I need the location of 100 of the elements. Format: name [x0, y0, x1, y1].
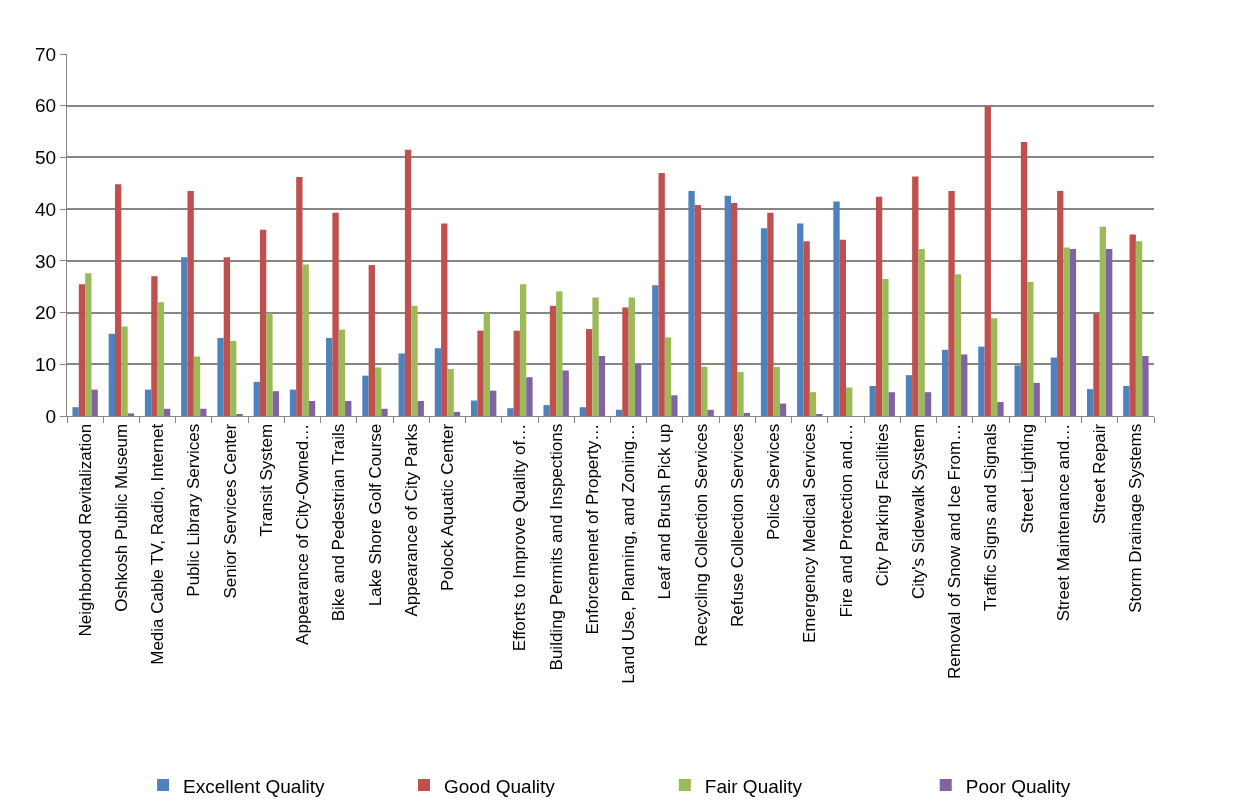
bar: [724, 195, 731, 416]
bar: [326, 337, 333, 416]
x-tick-label: Leaf and Brush Pick up: [655, 423, 675, 600]
legend-label: Good Quality: [443, 775, 556, 797]
bar: [308, 401, 316, 416]
x-tick-label: Street Repair: [1090, 423, 1110, 524]
x-tick-label: Senior Services Center: [220, 423, 240, 599]
x-tick-label: Police Services: [764, 423, 784, 541]
bar: [1014, 365, 1021, 416]
bar: [302, 264, 309, 416]
bar: [362, 375, 369, 416]
bar: [1069, 248, 1077, 416]
bar: [797, 223, 804, 416]
bar: [1142, 356, 1149, 416]
bar: [779, 403, 787, 416]
bar: [990, 318, 998, 416]
bar: [809, 392, 817, 416]
y-tick-label: 60: [35, 95, 57, 117]
bar: [942, 349, 949, 416]
bar: [773, 366, 780, 416]
bar: [230, 341, 237, 416]
bar: [918, 248, 925, 416]
bar: [1135, 241, 1143, 416]
bar: [562, 370, 569, 416]
bar: [549, 305, 557, 416]
bar: [912, 176, 919, 416]
x-tick-label: Building Permits and Inspections: [546, 423, 566, 671]
bar: [579, 407, 587, 416]
bar: [1057, 191, 1064, 416]
bar: [743, 412, 750, 416]
bar: [961, 354, 968, 416]
x-tick-label: Media Cable TV, Radio, Internet: [148, 423, 168, 665]
bar: [381, 408, 388, 416]
bar: [78, 284, 86, 416]
bar: [658, 172, 665, 416]
x-tick-label: Emergency Medical Services: [800, 423, 820, 643]
bar: [1099, 226, 1106, 416]
x-tick-label: Polock Aquatic Center: [437, 423, 457, 592]
bar: [417, 401, 424, 416]
bar: [526, 377, 533, 416]
bar: [954, 274, 962, 416]
bar: [598, 356, 606, 416]
bar: [200, 408, 207, 416]
bar: [374, 367, 382, 416]
x-tick-label: Traffic Signs and Signals: [981, 423, 1001, 611]
bar: [737, 372, 744, 416]
bar: [163, 408, 171, 416]
bar: [398, 353, 405, 416]
bar: [760, 228, 768, 416]
bar: [671, 395, 678, 416]
bar: [404, 149, 412, 416]
bar: [289, 389, 297, 416]
bar: [948, 191, 955, 416]
bar: [447, 368, 454, 416]
bar: [839, 239, 847, 416]
x-tick-label: Lake Shore Golf Course: [365, 423, 385, 607]
bar: [652, 285, 659, 416]
bar: [1093, 313, 1100, 416]
bar: [477, 330, 484, 416]
bar: [91, 389, 98, 416]
bar: [345, 401, 352, 416]
x-tick-label: Oshkosh Public Museum: [111, 423, 131, 612]
bar: [586, 329, 593, 416]
bar: [1105, 248, 1113, 416]
y-tick-label: 30: [35, 250, 57, 272]
bar: [1123, 386, 1130, 416]
legend-label: Excellent Quality: [183, 775, 326, 797]
bar: [490, 390, 497, 416]
bar: [127, 413, 135, 416]
x-tick-label: Neighborhood Revitalization: [75, 423, 95, 637]
bar: [108, 333, 116, 416]
bar: [411, 305, 418, 416]
bar: [664, 337, 672, 416]
y-tick-label: 10: [35, 353, 57, 375]
bar: [434, 348, 442, 416]
x-tick-label: City's Sidewalk System: [909, 423, 929, 599]
x-tick-label: Street Lighting: [1017, 423, 1037, 534]
bar: [846, 387, 853, 416]
bar: [628, 297, 635, 416]
x-tick-label: Fire and Protection and…: [836, 423, 856, 618]
y-tick-label: 50: [35, 147, 57, 169]
bar: [1027, 282, 1034, 416]
x-tick-label: Transit System: [256, 423, 276, 537]
bar: [217, 337, 224, 416]
legend-label: Fair Quality: [704, 775, 803, 797]
bar: [767, 212, 774, 416]
bar: [803, 241, 810, 416]
x-tick-label: City Parking Facilities: [872, 423, 892, 587]
bar: [332, 212, 339, 416]
bar: [253, 381, 260, 416]
bar: [296, 177, 303, 416]
x-tick-label: Storm Drainage Systems: [1126, 423, 1146, 613]
bar: [441, 223, 448, 416]
bar: [266, 313, 273, 416]
bar: [471, 400, 478, 416]
bar: [833, 201, 840, 416]
bar: [1086, 389, 1094, 416]
bar: [513, 330, 520, 416]
bar: [85, 273, 92, 416]
y-tick-label: 70: [35, 43, 57, 65]
